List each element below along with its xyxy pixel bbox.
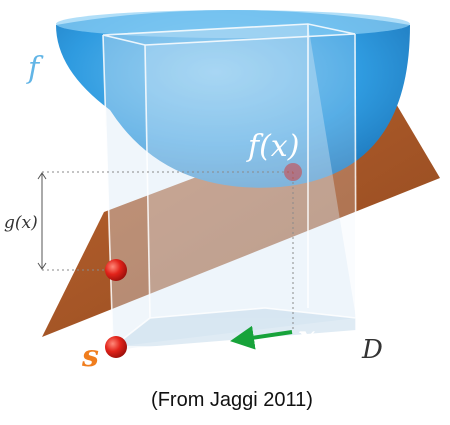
gap-bracket	[37, 172, 47, 270]
label-f: f	[26, 51, 44, 86]
point-f-of-x	[284, 163, 302, 181]
label-g-of-x: g(x)	[4, 213, 38, 233]
point-s	[105, 336, 127, 358]
figure-caption: (From Jaggi 2011)	[151, 389, 313, 411]
label-x: x	[297, 320, 315, 353]
domain-prism	[102, 23, 357, 349]
guide-lines	[42, 171, 294, 330]
label-s: s	[81, 339, 99, 374]
descent-arrow	[230, 325, 293, 350]
label-domain-d: D	[361, 335, 383, 365]
label-f-of-x: f(x)	[246, 129, 299, 164]
point-tangent-s	[105, 259, 127, 281]
bowl-rim	[56, 10, 410, 38]
